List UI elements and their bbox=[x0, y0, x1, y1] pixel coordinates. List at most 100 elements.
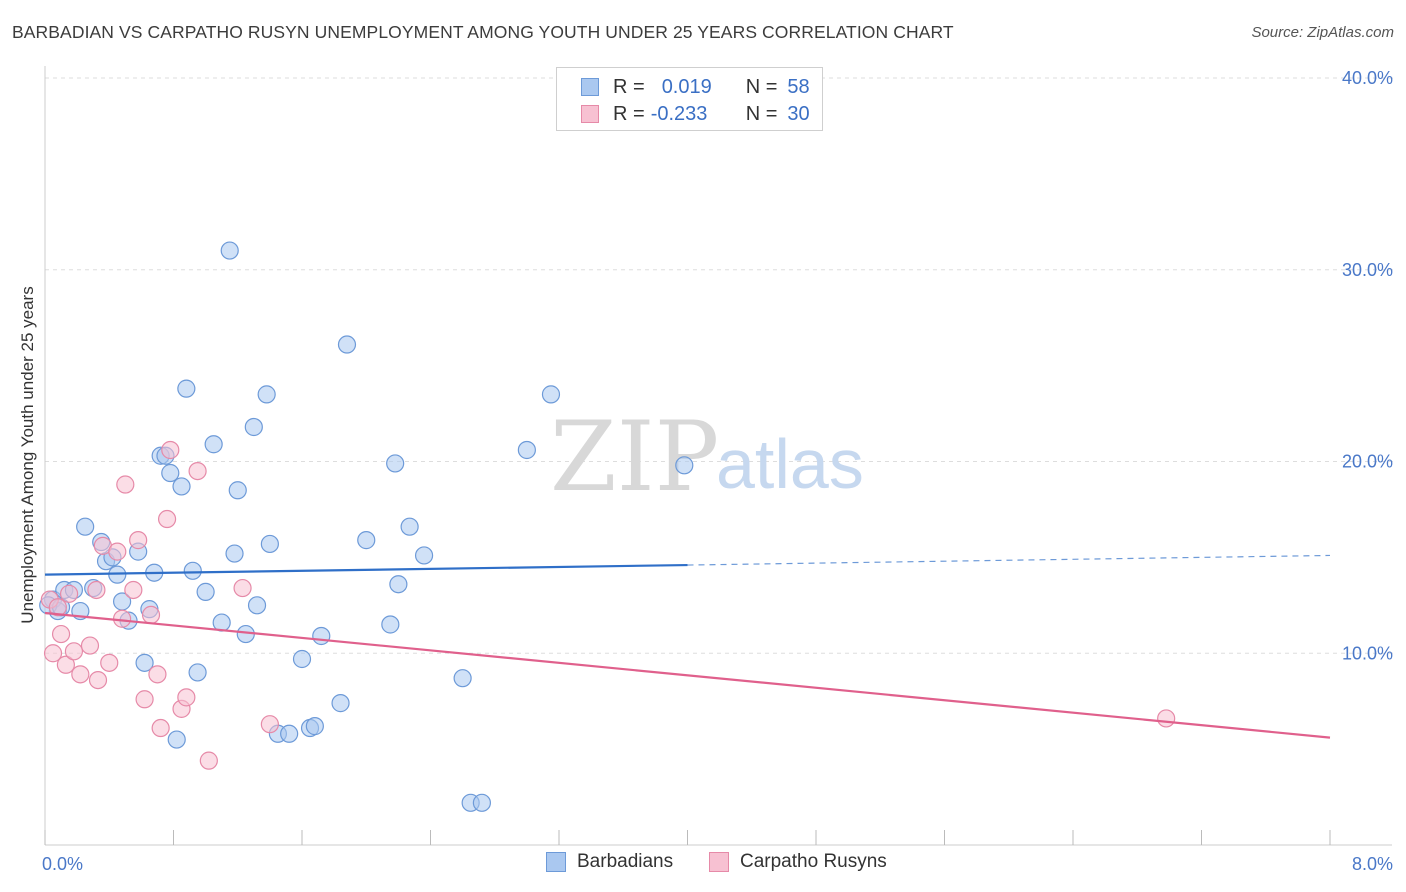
carpatho-point bbox=[56, 655, 75, 674]
stats-legend: R = 0.019 N = 58 R = -0.233 N = 30 bbox=[556, 67, 823, 131]
legend-label-barbadians: Barbadians bbox=[577, 851, 674, 872]
barbadians-trend-extension bbox=[687, 554, 1331, 566]
legend-label-carpatho-rusyns: Carpatho Rusyns bbox=[740, 851, 887, 872]
legend-n-value: 30 bbox=[787, 102, 810, 125]
carpatho-swatch bbox=[581, 105, 599, 123]
carpatho-point bbox=[177, 688, 196, 707]
carpatho-point bbox=[108, 542, 127, 561]
barbadians-point bbox=[312, 626, 331, 646]
carpatho-point bbox=[59, 584, 79, 603]
trend-layer bbox=[44, 554, 1331, 739]
legend-r-value: -0.233 bbox=[650, 102, 708, 125]
carpatho-point bbox=[112, 609, 132, 628]
barbadians-point bbox=[337, 335, 357, 354]
grid-layer bbox=[45, 77, 1395, 654]
barbadians-point bbox=[331, 694, 350, 713]
barbadians-point bbox=[260, 534, 279, 554]
ticks-layer: 10.0% 20.0% 30.0% 40.0% 0.0% 8.0% bbox=[42, 68, 1393, 874]
y-tick-label: 40.0% bbox=[1342, 68, 1393, 88]
watermark-atlas: atlas bbox=[716, 425, 864, 503]
barbadians-point bbox=[280, 724, 299, 743]
carpatho-point bbox=[141, 605, 161, 625]
carpatho-point bbox=[80, 636, 100, 655]
legend-n-label: N = bbox=[745, 102, 778, 125]
carpatho-point bbox=[151, 718, 170, 738]
barbadians-point bbox=[386, 454, 405, 473]
barbadians-point bbox=[167, 730, 186, 749]
legend-item-carpatho-rusyns[interactable]: Carpatho Rusyns bbox=[709, 851, 887, 873]
barbadians-point bbox=[257, 385, 276, 404]
barbadians-legend-swatch bbox=[546, 852, 566, 872]
carpatho-point bbox=[161, 440, 180, 460]
barbadians-point bbox=[220, 241, 239, 260]
barbadians-point bbox=[244, 417, 263, 437]
barbadians-point bbox=[196, 582, 215, 601]
legend-r-label: R = bbox=[613, 75, 645, 98]
barbadians-point bbox=[414, 546, 434, 565]
barbadians-point bbox=[177, 379, 196, 398]
watermark-zip: ZIP bbox=[550, 401, 719, 513]
barbadians-point bbox=[400, 517, 419, 536]
carpatho-point bbox=[199, 751, 218, 770]
carpatho-point bbox=[100, 653, 119, 672]
chart-title: BARBADIAN VS CARPATHO RUSYN UNEMPLOYMENT… bbox=[12, 22, 954, 42]
barbadians-point bbox=[472, 793, 491, 812]
barbadians-point bbox=[675, 456, 694, 475]
legend-item-barbadians[interactable]: Barbadians bbox=[546, 851, 673, 873]
barbadians-point bbox=[225, 544, 244, 563]
axes-layer bbox=[44, 66, 1392, 846]
barbadians-point bbox=[188, 663, 207, 682]
carpatho-point bbox=[1157, 709, 1176, 728]
barbadians-point bbox=[541, 385, 561, 404]
carpatho-point bbox=[43, 644, 63, 663]
carpatho-point bbox=[124, 580, 143, 600]
x-tick-label: 8.0% bbox=[1352, 854, 1393, 874]
points-layer bbox=[39, 241, 1176, 812]
legend-row-carpatho: R = -0.233 N = 30 bbox=[581, 102, 810, 126]
y-tick-label: 20.0% bbox=[1342, 452, 1393, 472]
barbadians-point bbox=[247, 596, 267, 615]
y-tick-label: 30.0% bbox=[1342, 260, 1393, 280]
barbadians-trend-line bbox=[44, 563, 688, 576]
carpatho-point bbox=[188, 461, 207, 481]
carpatho-legend-swatch bbox=[709, 852, 729, 872]
barbadians-point bbox=[204, 435, 223, 454]
legend-r-value: 0.019 bbox=[661, 75, 712, 98]
carpatho-point bbox=[233, 578, 252, 598]
carpatho-point bbox=[129, 531, 148, 550]
carpatho-point bbox=[51, 624, 71, 644]
y-tick-label: 10.0% bbox=[1342, 643, 1393, 663]
chart-source: Source: ZipAtlas.com bbox=[1251, 24, 1394, 41]
carpatho-point bbox=[116, 475, 135, 494]
legend-r-label: R = bbox=[613, 102, 645, 125]
barbadians-point bbox=[305, 717, 324, 736]
legend-row-barbadians: R = 0.019 N = 58 bbox=[581, 75, 810, 99]
barbadians-point bbox=[453, 669, 472, 688]
carpatho-point bbox=[260, 715, 279, 734]
legend-n-value: 58 bbox=[787, 75, 810, 98]
barbadians-point bbox=[172, 477, 191, 496]
watermark: ZIP atlas bbox=[550, 401, 864, 513]
carpatho-point bbox=[148, 665, 167, 684]
barbadians-point bbox=[76, 517, 95, 536]
carpatho-point bbox=[88, 670, 108, 690]
barbadians-swatch bbox=[581, 78, 599, 96]
carpatho-point bbox=[157, 509, 177, 529]
x-tick-label: 0.0% bbox=[42, 854, 83, 874]
carpatho-point bbox=[48, 598, 67, 617]
barbadians-point bbox=[228, 481, 247, 500]
barbadians-point bbox=[357, 531, 376, 550]
barbadians-point bbox=[517, 440, 536, 460]
series-legend: Barbadians Carpatho Rusyns bbox=[0, 851, 1406, 877]
barbadians-point bbox=[183, 561, 202, 580]
barbadians-point bbox=[389, 575, 408, 594]
legend-n-label: N = bbox=[745, 75, 778, 98]
carpatho-trend-line bbox=[44, 611, 1331, 739]
carpatho-point bbox=[87, 580, 106, 600]
barbadians-point bbox=[135, 653, 154, 672]
barbadians-point bbox=[161, 463, 180, 483]
barbadians-point bbox=[292, 649, 312, 669]
carpatho-point bbox=[71, 665, 90, 684]
carpatho-point bbox=[64, 642, 84, 661]
